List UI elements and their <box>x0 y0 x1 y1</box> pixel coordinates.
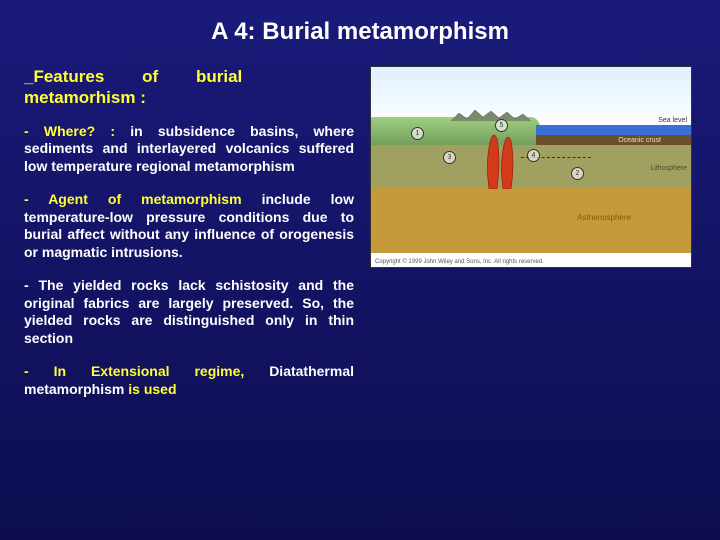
content-area: _Features of burial metamorhism : - Wher… <box>24 66 696 414</box>
zone-marker-5: 5 <box>495 119 508 132</box>
mountains-svg <box>451 107 531 121</box>
features-subheader: _Features of burial metamorhism : <box>24 66 354 109</box>
zone-marker-2: 2 <box>571 167 584 180</box>
subheader-word-1: Features <box>33 67 104 86</box>
label-oceanic-crust: Oceanic crust <box>618 137 661 144</box>
right-column: 1Zone of burial metamorphism 2Blueschist… <box>366 66 696 414</box>
slide: A 4: Burial metamorphism _Features of bu… <box>0 0 720 540</box>
block-ext-mid2: is used <box>124 381 176 397</box>
subheader-line-2: metamorhism : <box>24 88 146 107</box>
label-sealevel: Sea level <box>658 117 687 124</box>
slide-title: A 4: Burial metamorphism <box>24 18 696 46</box>
block-ext-mid1: In Extensional regime, <box>54 363 270 379</box>
block-extensional: - In Extensional regime, Diatathermal me… <box>24 363 354 398</box>
zone-marker-4: 4 <box>527 149 540 162</box>
diagram-intrusions <box>483 129 517 189</box>
block-rocks: - The yielded rocks lack schistosity and… <box>24 277 354 347</box>
diagram-ocean <box>536 125 691 135</box>
block-rocks-text: The yielded rocks lack schistosity and t… <box>24 277 354 346</box>
left-column: _Features of burial metamorhism : - Wher… <box>24 66 354 414</box>
block-rocks-lead: - <box>24 277 38 293</box>
block-where: - Where? : in subsidence basins, where s… <box>24 123 354 176</box>
block-where-lead: - Where? : <box>24 123 130 139</box>
block-ext-lead: - <box>24 363 54 379</box>
label-lithosphere: Lithosphere <box>650 165 687 172</box>
intrusion-svg <box>483 129 517 189</box>
diagram-asthenosphere <box>371 187 691 253</box>
zone-marker-1: 1 <box>411 127 424 140</box>
block-agent: - Agent of metamorphism include low temp… <box>24 191 354 261</box>
diagram-mountains <box>451 107 531 121</box>
subheader-word-2: of <box>142 67 158 86</box>
block-agent-lead: - Agent of metamorphism <box>24 191 262 207</box>
subheader-word-3: burial <box>196 67 242 86</box>
label-copyright: Copyright © 1999 John Wiley and Sons, In… <box>375 259 544 265</box>
metamorphism-diagram: 1Zone of burial metamorphism 2Blueschist… <box>370 66 692 268</box>
zone-marker-3: 3 <box>443 151 456 164</box>
label-asthenosphere: Asthenosphere <box>577 213 631 222</box>
